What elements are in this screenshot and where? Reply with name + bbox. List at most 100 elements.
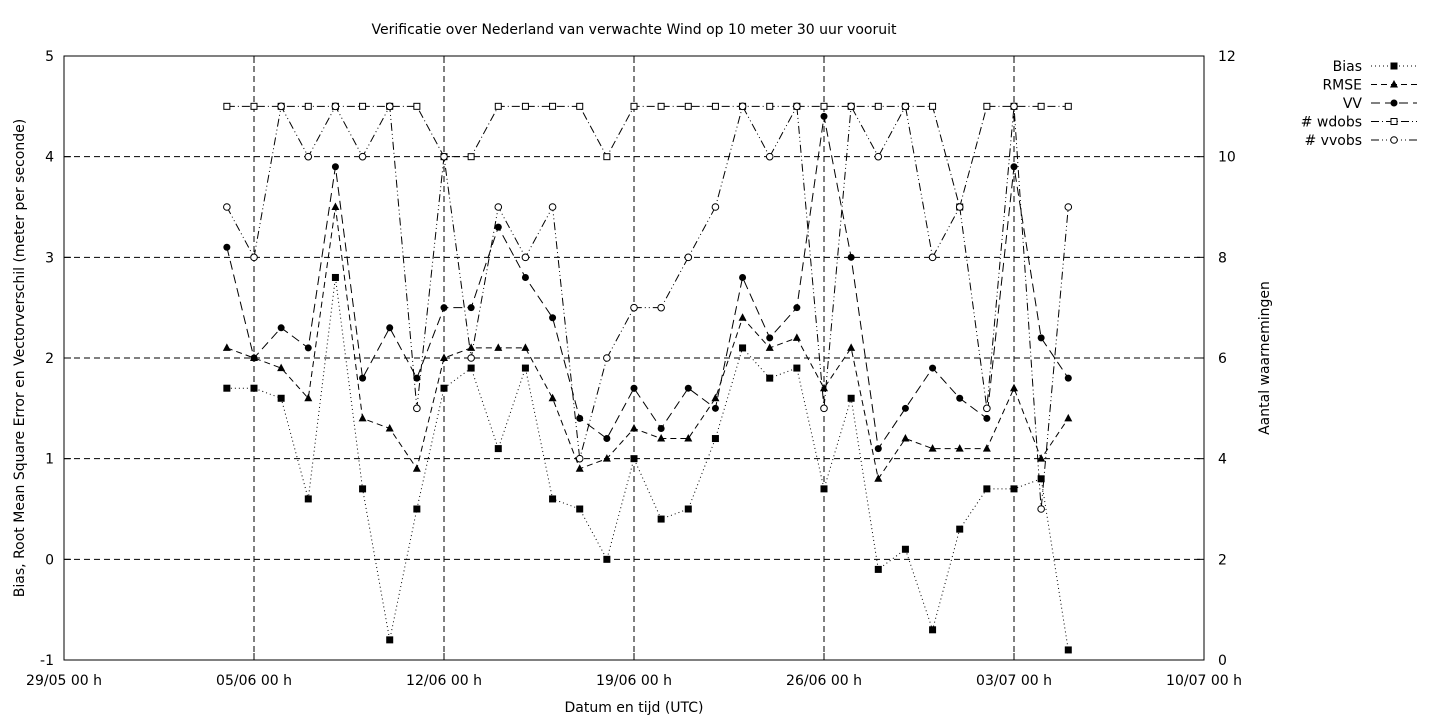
x-tick-label: 29/05 00 h <box>26 673 102 689</box>
point-bias <box>711 435 719 443</box>
point-vv <box>874 445 882 453</box>
y2-tick-label: 6 <box>1218 351 1227 367</box>
point-vvobs <box>793 102 801 111</box>
series-line-wdobs <box>226 105 1069 209</box>
legend-label-vv: VV <box>1343 96 1363 112</box>
y-tick-label: -1 <box>40 653 54 669</box>
point-bias <box>304 495 312 503</box>
y2-tick-label: 10 <box>1218 150 1236 166</box>
legend-label-vvobs: # vvobs <box>1305 133 1363 149</box>
point-vvobs <box>603 354 611 362</box>
point-vvobs <box>657 303 665 312</box>
point-rmse <box>222 343 231 351</box>
point-vv <box>359 374 367 382</box>
point-vv <box>440 304 448 312</box>
point-bias <box>413 505 421 513</box>
point-rmse <box>955 444 964 452</box>
point-rmse <box>1064 413 1073 422</box>
point-bias <box>929 626 937 634</box>
point-bias <box>793 364 801 372</box>
point-bias <box>576 505 584 513</box>
point-bias <box>250 384 258 392</box>
point-bias <box>820 485 828 493</box>
point-rmse <box>765 343 774 351</box>
point-vv <box>684 384 692 392</box>
point-wdobs <box>413 102 421 110</box>
point-bias <box>956 525 964 533</box>
point-rmse <box>304 393 313 402</box>
point-rmse <box>440 353 448 361</box>
legend-label-bias: Bias <box>1333 59 1362 75</box>
series-line-bias <box>226 277 1069 651</box>
point-wdobs <box>1064 102 1072 110</box>
series-line-vvobs <box>226 104 1069 510</box>
point-rmse <box>928 444 937 452</box>
point-bias <box>739 344 747 352</box>
point-vvobs <box>331 102 340 111</box>
grid <box>64 56 1204 660</box>
point-rmse <box>657 434 666 442</box>
point-bias <box>467 364 475 372</box>
point-rmse <box>711 393 720 402</box>
x-tick-label: 19/06 00 h <box>596 673 672 689</box>
point-vvobs <box>684 253 693 262</box>
point-vvobs <box>358 152 367 161</box>
point-rmse <box>982 444 991 452</box>
point-vvobs <box>494 203 503 211</box>
point-wdobs <box>630 102 638 110</box>
point-vv <box>956 394 964 402</box>
point-rmse <box>820 383 828 392</box>
x-tick-label: 12/06 00 h <box>406 673 482 689</box>
point-vv <box>711 404 719 412</box>
point-vvobs <box>304 152 313 161</box>
point-vv <box>1010 163 1018 171</box>
point-wdobs <box>766 102 774 110</box>
point-vvobs <box>738 102 747 111</box>
point-vv <box>386 324 394 332</box>
point-vv <box>549 314 557 322</box>
point-vv <box>983 414 991 422</box>
point-rmse <box>494 343 503 351</box>
point-rmse <box>901 434 910 442</box>
point-bias <box>440 384 448 392</box>
point-vv <box>847 253 855 261</box>
point-wdobs <box>467 153 475 161</box>
point-bias <box>983 485 991 493</box>
point-rmse <box>575 464 584 472</box>
legend: Bias RMSE VV # wdobs # vvobs <box>1301 59 1417 149</box>
point-vvobs <box>440 152 448 161</box>
point-rmse <box>1037 454 1046 462</box>
point-rmse <box>602 454 611 462</box>
point-vv <box>929 364 937 372</box>
point-vv <box>223 243 231 251</box>
point-wdobs <box>1037 102 1045 110</box>
series-layer <box>222 102 1073 654</box>
point-vvobs <box>250 253 258 262</box>
y-axis-label: Bias, Root Mean Square Error en Vectorve… <box>12 119 28 597</box>
point-rmse <box>874 474 883 482</box>
y2-tick-label: 2 <box>1218 552 1227 568</box>
point-vvobs <box>277 102 285 111</box>
point-bias <box>359 485 367 493</box>
point-vvobs <box>983 404 991 413</box>
point-vvobs <box>1037 505 1045 513</box>
point-wdobs <box>223 102 231 110</box>
point-wdobs <box>521 102 529 110</box>
point-vvobs <box>385 102 394 111</box>
point-vvobs <box>630 303 638 312</box>
point-bias <box>277 394 285 402</box>
point-vvobs <box>955 203 964 211</box>
point-vv <box>250 354 258 362</box>
point-bias <box>603 555 611 563</box>
chart-title: Verificatie over Nederland van verwachte… <box>372 22 897 38</box>
point-rmse <box>1010 383 1018 392</box>
point-vv <box>766 334 774 342</box>
point-vvobs <box>575 454 584 463</box>
point-vv <box>820 112 828 120</box>
point-vv <box>277 324 285 332</box>
point-bias <box>223 384 231 392</box>
legend-marker-vvobs <box>1390 136 1398 144</box>
y2-tick-label: 12 <box>1218 49 1236 65</box>
point-bias <box>549 495 557 503</box>
point-rmse <box>684 434 693 442</box>
